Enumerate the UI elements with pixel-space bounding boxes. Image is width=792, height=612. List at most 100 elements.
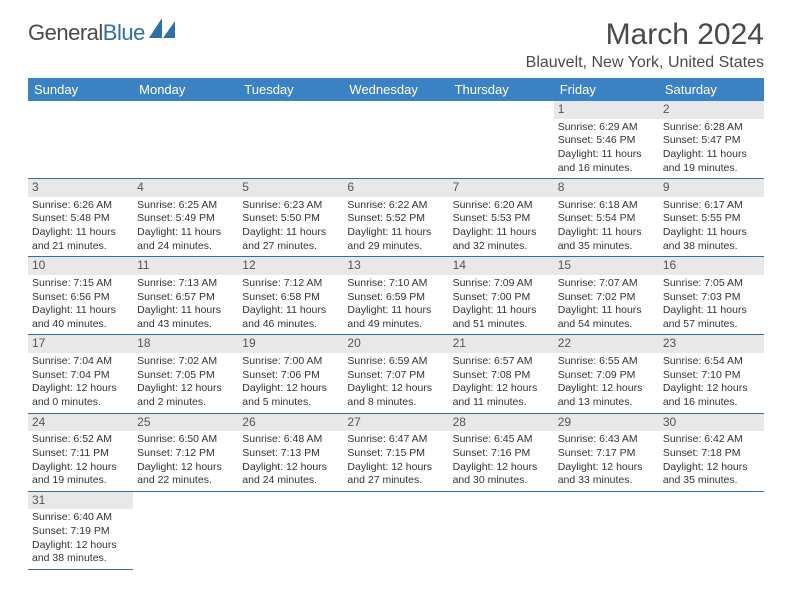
sunset-text: Sunset: 5:49 PM [137,212,234,226]
sunset-text: Sunset: 7:05 PM [137,369,234,383]
day-number: 9 [659,179,764,197]
sunset-text: Sunset: 7:03 PM [663,291,760,305]
daylight-text: Daylight: 12 hours and 8 minutes. [347,382,444,409]
sunset-text: Sunset: 7:12 PM [137,447,234,461]
title-block: March 2024 Blauvelt, New York, United St… [526,18,764,72]
sunrise-text: Sunrise: 6:18 AM [558,199,655,213]
sunrise-text: Sunrise: 6:48 AM [242,433,339,447]
day-number: 26 [238,414,343,432]
daylight-text: Daylight: 11 hours and 19 minutes. [663,148,760,175]
sunrise-text: Sunrise: 6:42 AM [663,433,760,447]
calendar-cell: 15Sunrise: 7:07 AMSunset: 7:02 PMDayligh… [554,257,659,335]
calendar-cell: 16 Sunrise: 7:05 AMSunset: 7:03 PMDayligh… [659,257,764,335]
day-number: 14 [449,257,554,275]
day-number: 29 [554,414,659,432]
sunrise-text: Sunrise: 7:10 AM [347,277,444,291]
sunrise-text: Sunrise: 7:00 AM [242,355,339,369]
daylight-text: Daylight: 11 hours and 21 minutes. [32,226,129,253]
daylight-text: Daylight: 11 hours and 54 minutes. [558,304,655,331]
daylight-text: Daylight: 11 hours and 57 minutes. [663,304,760,331]
calendar-cell [343,101,448,179]
daylight-text: Daylight: 12 hours and 13 minutes. [558,382,655,409]
calendar-cell: 22Sunrise: 6:55 AMSunset: 7:09 PMDayligh… [554,335,659,413]
location-text: Blauvelt, New York, United States [526,54,764,72]
daylight-text: Daylight: 12 hours and 0 minutes. [32,382,129,409]
sunrise-text: Sunrise: 6:54 AM [663,355,760,369]
sunrise-text: Sunrise: 6:40 AM [32,511,129,525]
sunset-text: Sunset: 7:16 PM [453,447,550,461]
daylight-text: Daylight: 12 hours and 11 minutes. [453,382,550,409]
sunrise-text: Sunrise: 6:50 AM [137,433,234,447]
day-number: 21 [449,335,554,353]
sunrise-text: Sunrise: 6:43 AM [558,433,655,447]
sunrise-text: Sunrise: 6:17 AM [663,199,760,213]
sunset-text: Sunset: 7:08 PM [453,369,550,383]
day-number: 28 [449,414,554,432]
sunset-text: Sunset: 5:46 PM [558,134,655,148]
brand-logo: GeneralBlue [28,18,175,48]
daylight-text: Daylight: 12 hours and 19 minutes. [32,461,129,488]
calendar-cell: 6Sunrise: 6:22 AMSunset: 5:52 PMDaylight… [343,179,448,257]
calendar-cell: 12Sunrise: 7:12 AMSunset: 6:58 PMDayligh… [238,257,343,335]
day-number: 11 [133,257,238,275]
sunset-text: Sunset: 6:59 PM [347,291,444,305]
sunset-text: Sunset: 5:55 PM [663,212,760,226]
calendar-cell: 11Sunrise: 7:13 AMSunset: 6:57 PMDayligh… [133,257,238,335]
daylight-text: Daylight: 12 hours and 27 minutes. [347,461,444,488]
day-number: 16 [659,257,764,275]
calendar-cell: 14Sunrise: 7:09 AMSunset: 7:00 PMDayligh… [449,257,554,335]
sunrise-text: Sunrise: 6:28 AM [663,121,760,135]
weekday-header-cell: Monday [133,78,238,101]
daylight-text: Daylight: 11 hours and 46 minutes. [242,304,339,331]
daylight-text: Daylight: 11 hours and 38 minutes. [663,226,760,253]
sunset-text: Sunset: 7:15 PM [347,447,444,461]
sail-icon [149,18,175,38]
calendar-cell: 10Sunrise: 7:15 AMSunset: 6:56 PMDayligh… [28,257,133,335]
weekday-header-cell: Wednesday [343,78,448,101]
daylight-text: Daylight: 12 hours and 24 minutes. [242,461,339,488]
calendar-cell: 28Sunrise: 6:45 AMSunset: 7:16 PMDayligh… [449,414,554,492]
calendar-cell: 7Sunrise: 6:20 AMSunset: 5:53 PMDaylight… [449,179,554,257]
sunrise-text: Sunrise: 7:05 AM [663,277,760,291]
calendar: SundayMondayTuesdayWednesdayThursdayFrid… [28,78,764,570]
day-number: 17 [28,335,133,353]
day-number: 2 [659,101,764,119]
sunrise-text: Sunrise: 6:23 AM [242,199,339,213]
sunrise-text: Sunrise: 6:59 AM [347,355,444,369]
calendar-cell: 13 Sunrise: 7:10 AMSunset: 6:59 PMDayligh… [343,257,448,335]
calendar-cell: 19Sunrise: 7:00 AMSunset: 7:06 PMDayligh… [238,335,343,413]
daylight-text: Daylight: 12 hours and 5 minutes. [242,382,339,409]
daylight-text: Daylight: 11 hours and 32 minutes. [453,226,550,253]
weekday-header-cell: Friday [554,78,659,101]
sunrise-text: Sunrise: 7:04 AM [32,355,129,369]
sunset-text: Sunset: 7:00 PM [453,291,550,305]
day-number: 15 [554,257,659,275]
day-number: 23 [659,335,764,353]
sunrise-text: Sunrise: 7:07 AM [558,277,655,291]
sunset-text: Sunset: 7:17 PM [558,447,655,461]
daylight-text: Daylight: 11 hours and 29 minutes. [347,226,444,253]
calendar-cell: 8Sunrise: 6:18 AMSunset: 5:54 PMDaylight… [554,179,659,257]
brand-part2: Blue [103,20,145,46]
sunrise-text: Sunrise: 6:20 AM [453,199,550,213]
day-number: 4 [133,179,238,197]
daylight-text: Daylight: 11 hours and 24 minutes. [137,226,234,253]
daylight-text: Daylight: 11 hours and 35 minutes. [558,226,655,253]
day-number: 12 [238,257,343,275]
sunrise-text: Sunrise: 6:47 AM [347,433,444,447]
sunset-text: Sunset: 7:18 PM [663,447,760,461]
sunrise-text: Sunrise: 7:13 AM [137,277,234,291]
calendar-cell [449,101,554,179]
day-number: 25 [133,414,238,432]
sunset-text: Sunset: 5:47 PM [663,134,760,148]
day-number: 13 [343,257,448,275]
brand-part1: General [28,20,103,46]
calendar-cell: 30Sunrise: 6:42 AMSunset: 7:18 PMDayligh… [659,414,764,492]
sunset-text: Sunset: 7:13 PM [242,447,339,461]
sunrise-text: Sunrise: 6:22 AM [347,199,444,213]
day-number: 30 [659,414,764,432]
calendar-cell: 17Sunrise: 7:04 AMSunset: 7:04 PMDayligh… [28,335,133,413]
sunset-text: Sunset: 5:52 PM [347,212,444,226]
weekday-header-cell: Saturday [659,78,764,101]
daylight-text: Daylight: 11 hours and 49 minutes. [347,304,444,331]
